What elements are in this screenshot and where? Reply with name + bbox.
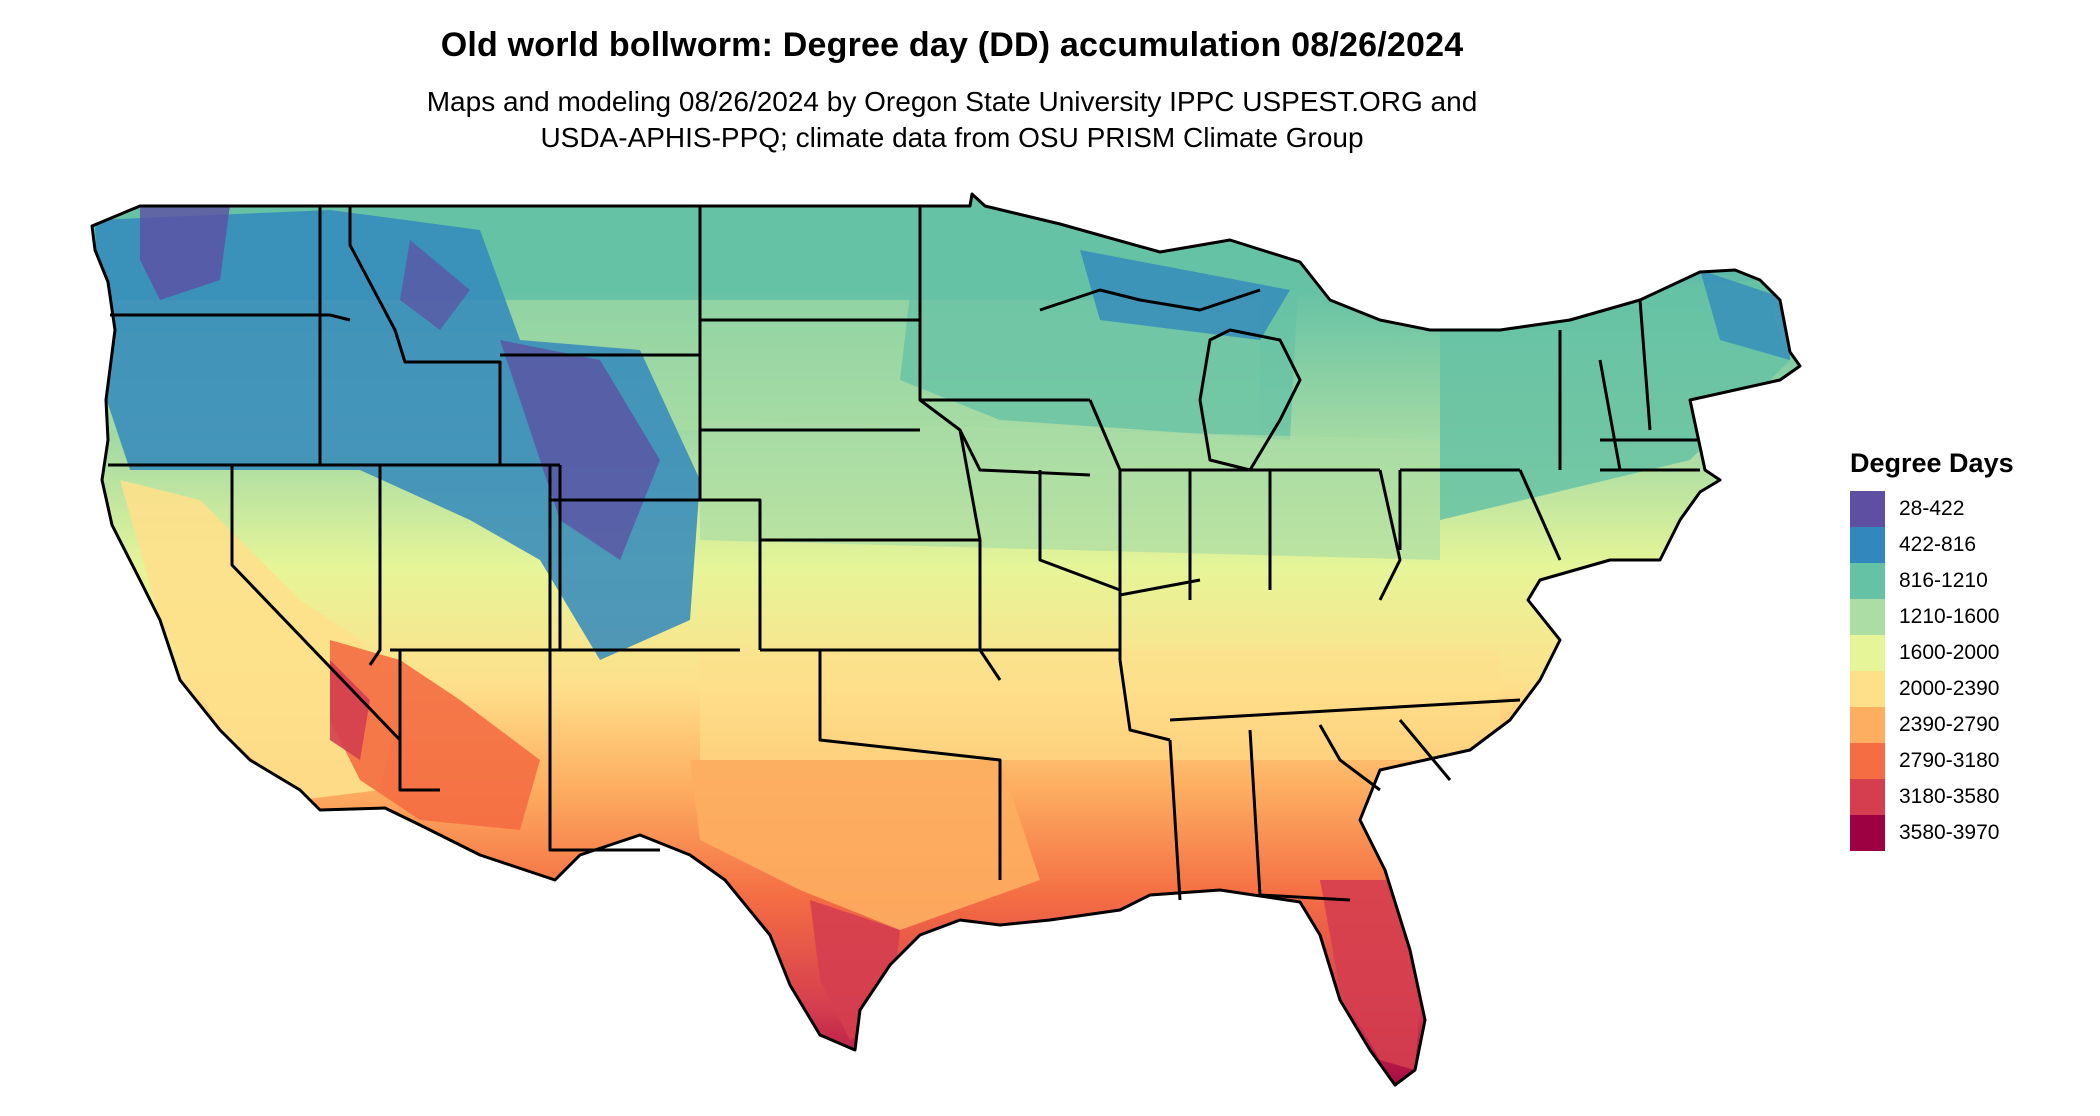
legend-swatch: [1850, 743, 1885, 779]
legend-label: 1210-1600: [1899, 605, 2000, 628]
legend-item: 816-1210: [1850, 563, 2014, 599]
legend-swatch: [1850, 671, 1885, 707]
legend-swatch: [1850, 815, 1885, 851]
state-boundaries: [90, 192, 1802, 1087]
legend-item: 2000-2390: [1850, 671, 2014, 707]
map-title: Old world bollworm: Degree day (DD) accu…: [440, 26, 1464, 64]
legend-label: 2790-3180: [1899, 749, 2000, 772]
legend-item: 2390-2790: [1850, 707, 2014, 743]
legend-swatch: [1850, 599, 1885, 635]
legend-label: 28-422: [1899, 497, 1965, 520]
legend-label: 3180-3580: [1899, 785, 2000, 808]
map-subtitle-line-1: Maps and modeling 08/26/2024 by Oregon S…: [426, 86, 1478, 117]
map-subtitle-line-2: USDA-APHIS-PPQ; climate data from OSU PR…: [540, 122, 1364, 153]
legend-item: 3180-3580: [1850, 779, 2014, 815]
legend-swatch: [1850, 491, 1885, 527]
legend-label: 816-1210: [1899, 569, 1988, 592]
legend-items: 28-422 422-816 816-1210 1210-1600 1600-2000 2…: [1850, 491, 2014, 851]
legend-item: 422-816: [1850, 527, 2014, 563]
legend-item: 28-422: [1850, 491, 2014, 527]
legend-swatch: [1850, 635, 1885, 671]
legend-title: Degree Days: [1850, 448, 2014, 478]
legend-item: 1600-2000: [1850, 635, 2014, 671]
legend-swatch: [1850, 527, 1885, 563]
legend-swatch: [1850, 779, 1885, 815]
legend-item: 3580-3970: [1850, 815, 2014, 851]
legend-label: 2390-2790: [1899, 713, 2000, 736]
legend-label: 2000-2390: [1899, 677, 2000, 700]
legend-swatch: [1850, 563, 1885, 599]
legend-label: 422-816: [1899, 533, 1977, 556]
legend-label: 1600-2000: [1899, 641, 2000, 664]
dd-fill-layer: [92, 194, 1800, 1085]
legend-item: 2790-3180: [1850, 743, 2014, 779]
legend-swatch: [1850, 707, 1885, 743]
map-legend: Degree Days 28-422 422-816 816-1210 1210-16…: [1850, 448, 2014, 851]
legend-item: 1210-1600: [1850, 599, 2014, 635]
legend-label: 3580-3970: [1899, 821, 2000, 844]
